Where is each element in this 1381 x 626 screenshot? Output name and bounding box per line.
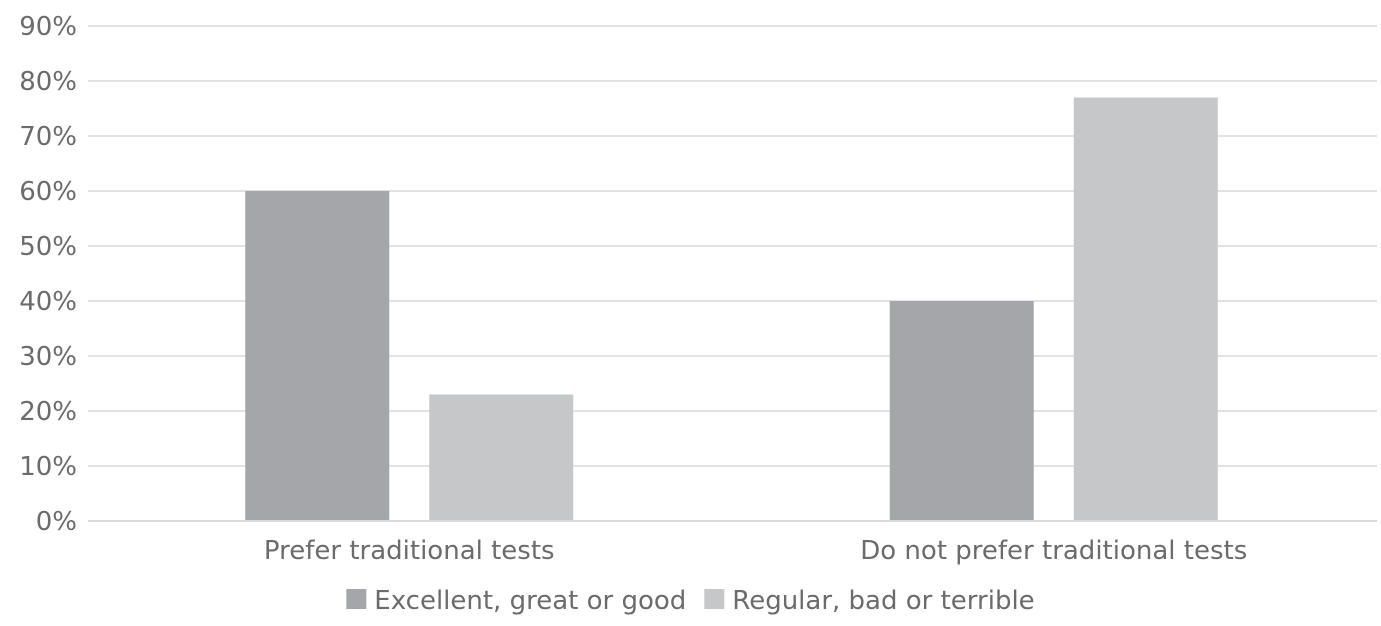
y-tick-label: 70% [19, 122, 77, 152]
y-tick-label: 50% [19, 232, 77, 262]
y-tick-label: 20% [19, 397, 77, 427]
legend: Excellent, great or good Regular, bad or … [346, 586, 1035, 616]
legend-label: Excellent, great or good [374, 586, 686, 616]
y-tick-label: 40% [19, 287, 77, 317]
y-tick-label: 0% [36, 507, 77, 537]
x-category-label: Do not prefer traditional tests [860, 536, 1247, 566]
y-tick-label: 30% [19, 342, 77, 372]
y-tick-label: 90% [19, 12, 77, 42]
legend-item: Regular, bad or terrible [704, 586, 1035, 616]
legend-item: Excellent, great or good [346, 586, 686, 616]
x-category-label: Prefer traditional tests [264, 536, 555, 566]
bar [429, 394, 574, 521]
bars [245, 97, 1218, 521]
y-tick-label: 10% [19, 452, 77, 482]
bar [889, 301, 1034, 521]
y-tick-label: 80% [19, 67, 77, 97]
legend-swatch [346, 589, 367, 609]
y-tick-label: 60% [19, 177, 77, 207]
x-axis-labels: Prefer traditional tests Do not prefer tr… [264, 536, 1247, 566]
bar [1073, 97, 1218, 521]
legend-label: Regular, bad or terrible [732, 586, 1034, 616]
bar [245, 191, 390, 521]
y-axis-ticks: 0% 10% 20% 30% 40% 50% 60% 70% 80% 90% [19, 12, 77, 537]
legend-swatch [704, 589, 725, 609]
